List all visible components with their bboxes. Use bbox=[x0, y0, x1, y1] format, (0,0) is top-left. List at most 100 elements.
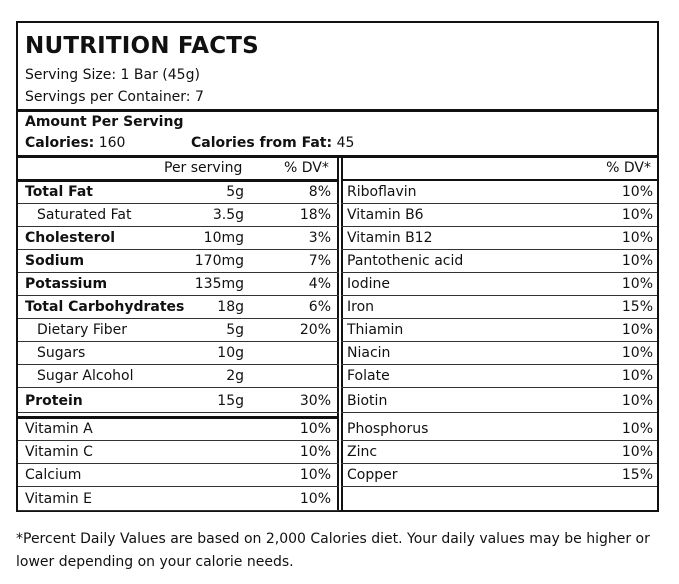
nutrient-name: Vitamin B6 bbox=[347, 207, 424, 223]
calories-fat-label: Calories from Fat: bbox=[191, 135, 333, 151]
nutrient-row: Iron 15% bbox=[341, 296, 657, 319]
nutrient-dv: 10% bbox=[621, 207, 653, 223]
calories-fat-value: 45 bbox=[336, 135, 355, 151]
nutrient-dv: 10% bbox=[621, 184, 653, 200]
nutrient-dv: 6% bbox=[308, 299, 331, 315]
nutrient-dv: 10% bbox=[621, 368, 653, 384]
nutrient-name: Iron bbox=[347, 299, 375, 315]
label-title: NUTRITION FACTS bbox=[25, 33, 259, 59]
footnote: *Percent Daily Values are based on 2,000… bbox=[16, 531, 650, 570]
nutrient-name: Total Fat bbox=[25, 184, 94, 200]
calories-fat-line: Calories from Fat: 45 bbox=[191, 135, 354, 151]
nutrient-name: Zinc bbox=[347, 444, 378, 460]
nutrient-amount: 5g bbox=[226, 184, 244, 200]
nutrient-dv: 15% bbox=[621, 467, 653, 483]
nutrient-amount: 170mg bbox=[194, 253, 244, 269]
header-per-serving: Per serving bbox=[164, 160, 243, 176]
nutrient-name: Niacin bbox=[347, 345, 391, 361]
nutrient-name: Protein bbox=[25, 393, 83, 409]
nutrient-dv: 10% bbox=[299, 467, 331, 483]
nutrient-name: Vitamin A bbox=[25, 421, 93, 437]
nutrient-name: Vitamin E bbox=[25, 491, 92, 507]
nutrient-dv: 10% bbox=[621, 230, 653, 246]
nutrient-name: Sodium bbox=[25, 253, 85, 269]
nutrient-dv: 3% bbox=[308, 230, 331, 246]
nutrient-row: Saturated Fat 3.5g 18% bbox=[18, 204, 339, 227]
nutrient-row: Vitamin A 10% bbox=[18, 418, 339, 441]
nutrient-name: Potassium bbox=[25, 276, 108, 292]
nutrient-row: Copper 15% bbox=[341, 464, 657, 487]
header-dv-left: % DV* bbox=[284, 160, 329, 176]
nutrient-name: Biotin bbox=[347, 393, 388, 409]
nutrient-row: Biotin 10% bbox=[341, 390, 657, 413]
nutrient-row: Riboflavin 10% bbox=[341, 181, 657, 204]
nutrient-row: Niacin 10% bbox=[341, 342, 657, 365]
nutrient-name: Thiamin bbox=[347, 322, 404, 338]
nutrient-row: Folate 10% bbox=[341, 365, 657, 388]
nutrient-dv: 10% bbox=[621, 276, 653, 292]
nutrient-amount: 2g bbox=[226, 368, 244, 384]
nutrient-name: Total Carbohydrates bbox=[25, 299, 185, 315]
left-vitamin-rule bbox=[18, 416, 339, 419]
column-divider-right bbox=[341, 156, 343, 510]
nutrient-amount: 135mg bbox=[194, 276, 244, 292]
nutrient-dv: 10% bbox=[299, 421, 331, 437]
nutrient-name: Copper bbox=[347, 467, 398, 483]
nutrient-row: Phosphorus 10% bbox=[341, 418, 657, 441]
nutrient-dv: 10% bbox=[621, 421, 653, 437]
calories-value: 160 bbox=[98, 135, 126, 151]
nutrient-dv: 8% bbox=[308, 184, 331, 200]
left-header-rule bbox=[18, 179, 339, 182]
nutrient-amount: 10mg bbox=[203, 230, 244, 246]
nutrient-dv: 4% bbox=[308, 276, 331, 292]
amount-per-serving: Amount Per Serving bbox=[25, 114, 184, 130]
nutrient-amount: 3.5g bbox=[212, 207, 244, 223]
nutrient-row: Calcium 10% bbox=[18, 464, 339, 487]
nutrient-dv: 10% bbox=[299, 491, 331, 507]
nutrient-row: Total Fat 5g 8% bbox=[18, 181, 339, 204]
nutrient-name: Dietary Fiber bbox=[37, 322, 128, 338]
nutrient-dv: 15% bbox=[621, 299, 653, 315]
nutrient-name: Vitamin C bbox=[25, 444, 93, 460]
nutrient-amount: 5g bbox=[226, 322, 244, 338]
nutrient-row: Pantothenic acid 10% bbox=[341, 250, 657, 273]
nutrient-name: Saturated Fat bbox=[37, 207, 132, 223]
nutrient-amount: 10g bbox=[217, 345, 244, 361]
nutrient-row: Dietary Fiber 5g 20% bbox=[18, 319, 339, 342]
nutrient-row: Sugars 10g bbox=[18, 342, 339, 365]
calories-line: Calories: 160 bbox=[25, 135, 125, 151]
nutrient-dv: 20% bbox=[299, 322, 331, 338]
servings-per-container: Servings per Container: 7 bbox=[25, 89, 204, 105]
nutrient-dv: 30% bbox=[299, 393, 331, 409]
nutrient-dv: 10% bbox=[621, 393, 653, 409]
nutrient-name: Cholesterol bbox=[25, 230, 115, 246]
nutrient-amount: 18g bbox=[217, 299, 244, 315]
nutrient-name: Riboflavin bbox=[347, 184, 417, 200]
nutrient-dv: 10% bbox=[621, 253, 653, 269]
nutrient-name: Sugar Alcohol bbox=[37, 368, 134, 384]
nutrient-row: Cholesterol 10mg 3% bbox=[18, 227, 339, 250]
nutrient-dv: 18% bbox=[299, 207, 331, 223]
nutrient-row: Total Carbohydrates 18g 6% bbox=[18, 296, 339, 319]
nutrient-dv: 10% bbox=[621, 444, 653, 460]
nutrient-name: Vitamin B12 bbox=[347, 230, 433, 246]
right-header-rule bbox=[341, 179, 657, 181]
divider-top bbox=[18, 109, 657, 112]
nutrient-row: Protein 15g 30% bbox=[18, 390, 339, 413]
nutrient-name: Pantothenic acid bbox=[347, 253, 464, 269]
nutrient-name: Phosphorus bbox=[347, 421, 429, 437]
nutrient-name: Calcium bbox=[25, 467, 82, 483]
nutrient-row: Iodine 10% bbox=[341, 273, 657, 296]
nutrient-name: Sugars bbox=[37, 345, 86, 361]
calories-label: Calories: bbox=[25, 135, 95, 151]
nutrition-label: NUTRITION FACTS Serving Size: 1 Bar (45g… bbox=[16, 21, 659, 512]
nutrient-row: Thiamin 10% bbox=[341, 319, 657, 342]
nutrient-row: Vitamin B6 10% bbox=[341, 204, 657, 227]
nutrient-amount: 15g bbox=[217, 393, 244, 409]
header-dv-right: % DV* bbox=[606, 160, 651, 176]
nutrient-row: Sugar Alcohol 2g bbox=[18, 365, 339, 388]
nutrient-dv: 7% bbox=[308, 253, 331, 269]
nutrient-row: Potassium 135mg 4% bbox=[18, 273, 339, 296]
nutrient-dv: 10% bbox=[299, 444, 331, 460]
column-divider-left bbox=[337, 156, 339, 510]
